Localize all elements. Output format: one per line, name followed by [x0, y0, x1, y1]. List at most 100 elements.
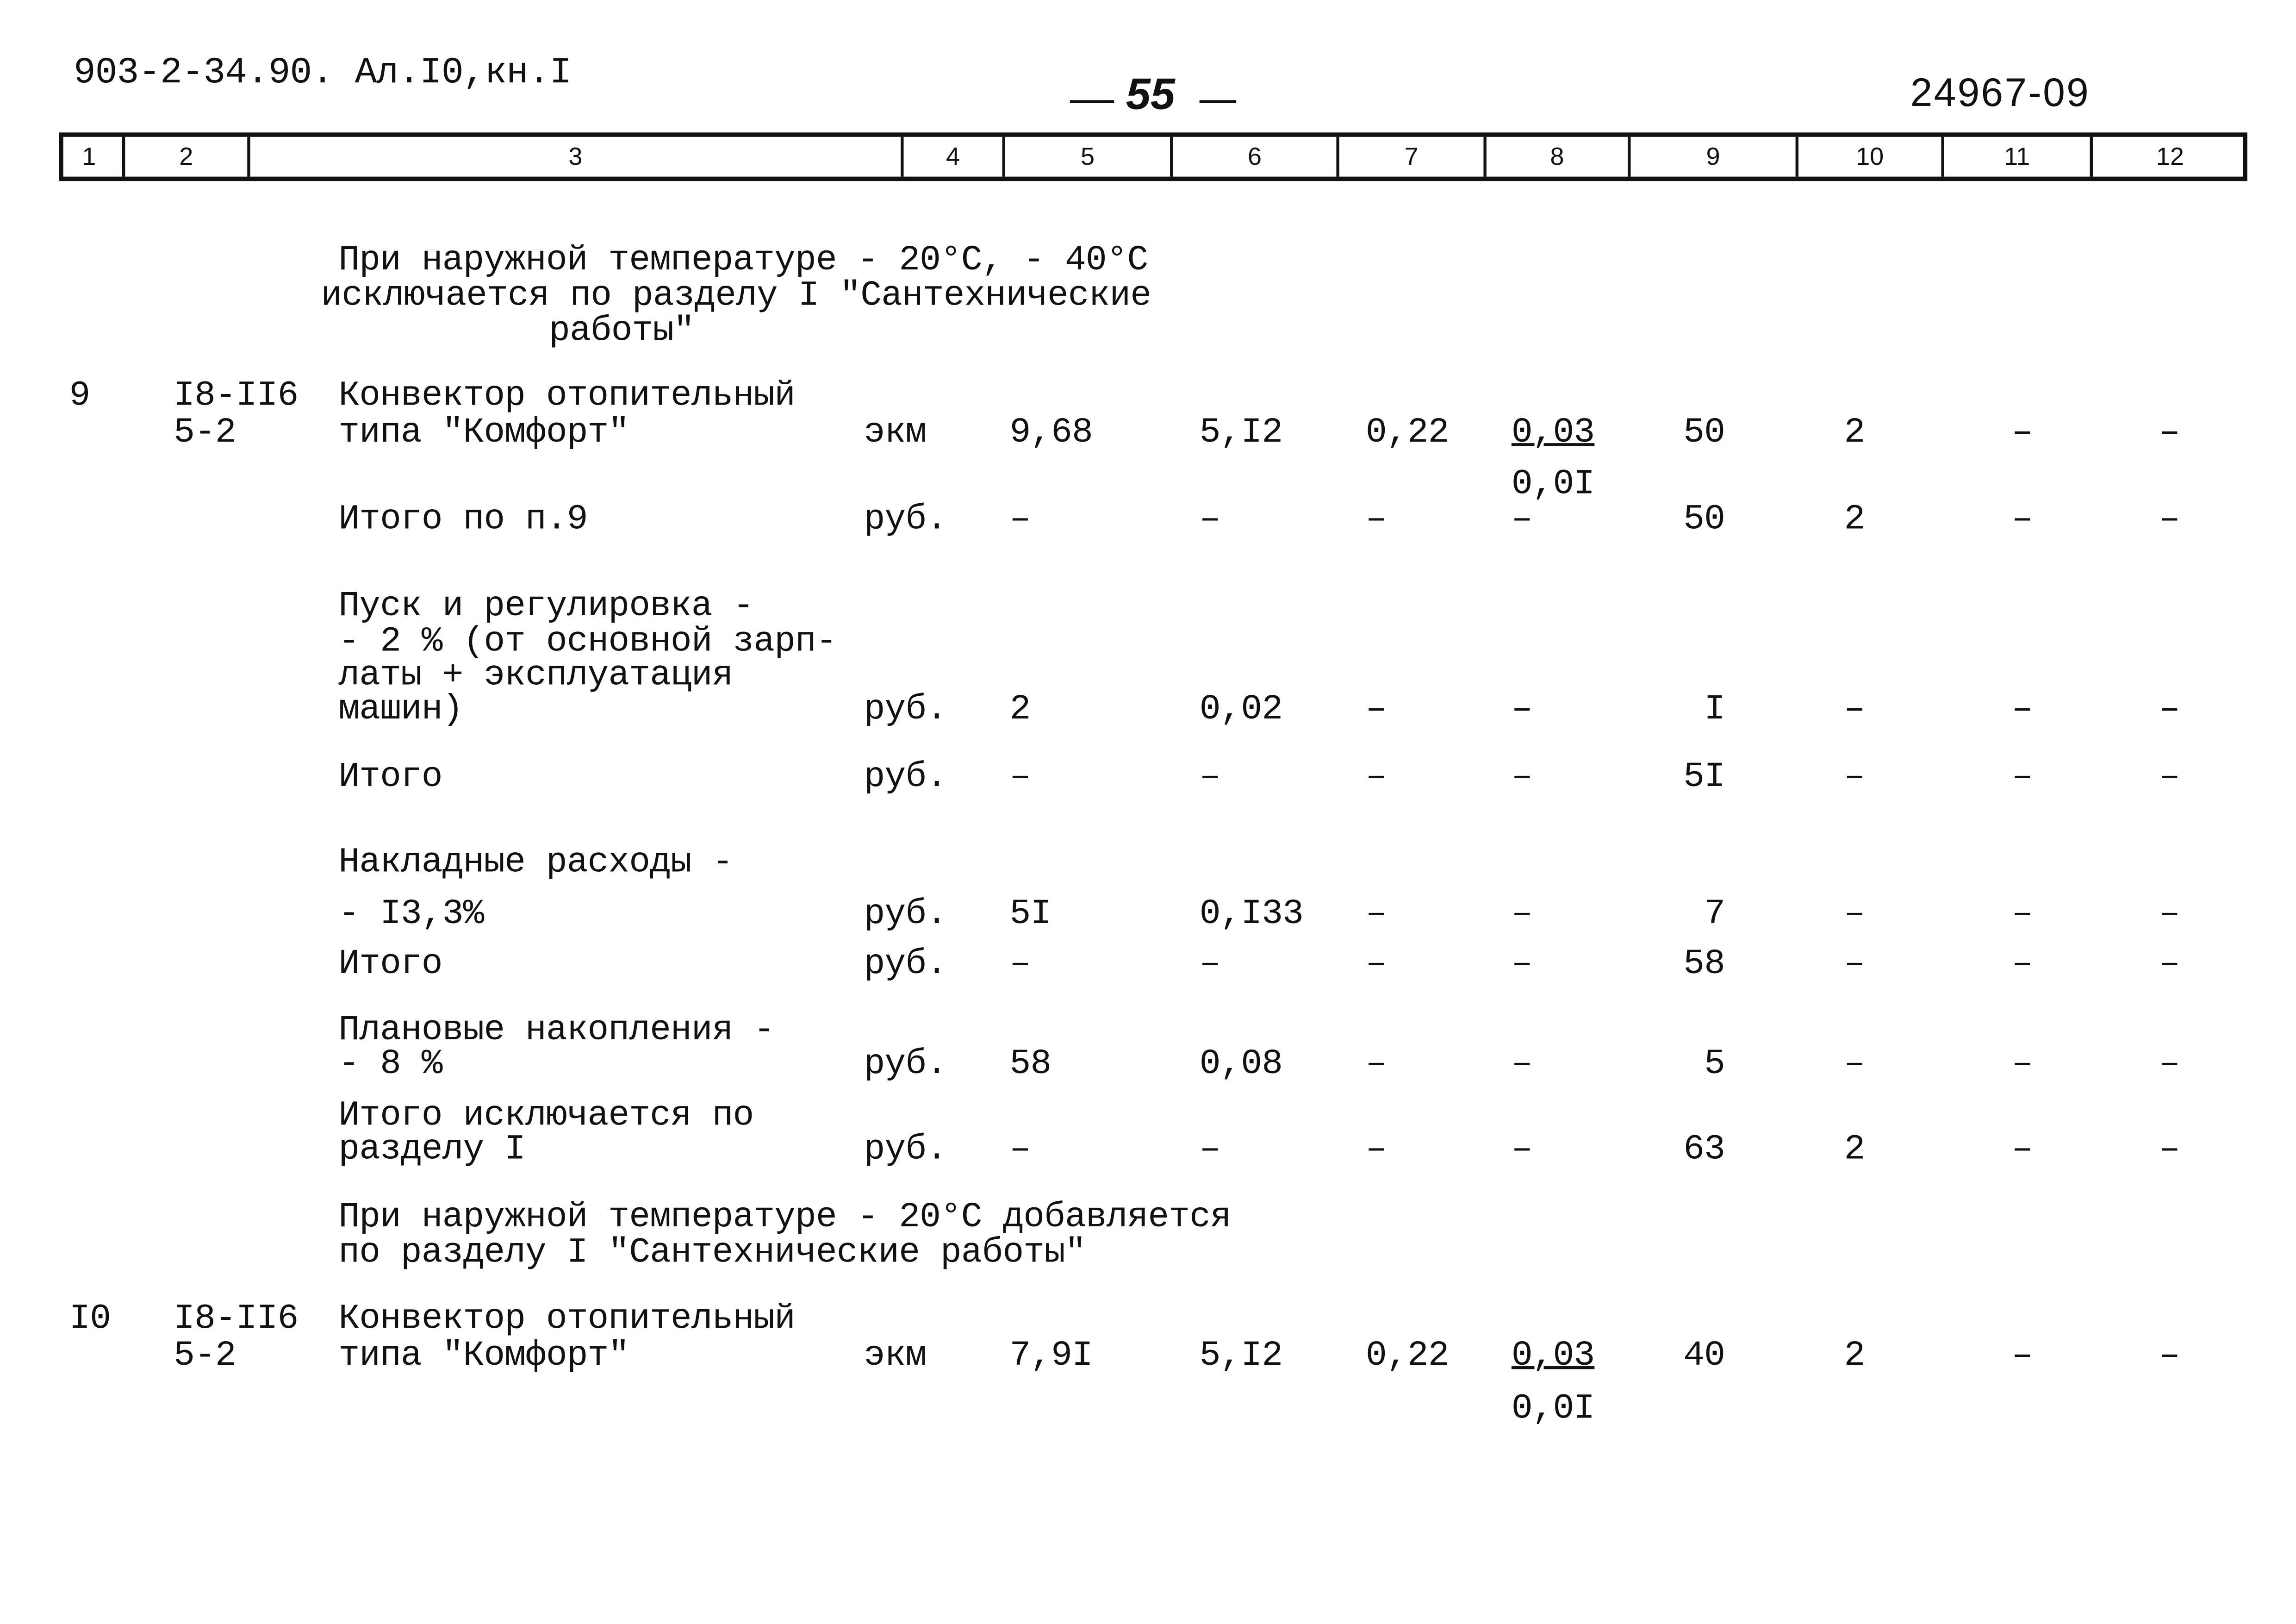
- rate-code: 5-2: [174, 1337, 236, 1377]
- item-name: типа "Комфорт": [338, 1337, 629, 1377]
- note-line: При наружной температуре - 20°C добавляе…: [338, 1198, 1231, 1238]
- column-header-11: 11: [1941, 137, 2090, 177]
- cell-unit: руб.: [864, 500, 947, 541]
- cell-c6: 5,I2: [1199, 1337, 1283, 1377]
- cell-c12: –: [2159, 1131, 2180, 1171]
- cell-c5: 5I: [1009, 895, 1052, 935]
- item-name: Итого по п.9: [338, 500, 588, 541]
- item-name: - I3,3%: [338, 895, 484, 935]
- column-header-1: 1: [82, 143, 96, 171]
- cell-c6: 0,08: [1199, 1045, 1283, 1085]
- cell-c10: –: [1844, 1045, 1866, 1085]
- cell-unit: руб.: [864, 1045, 947, 1085]
- cell-c8: –: [1511, 690, 1533, 731]
- cell-c11: –: [2012, 945, 2033, 985]
- cell-c6: 5,I2: [1199, 413, 1283, 454]
- cell-c5: –: [1009, 500, 1031, 541]
- rate-code: I8-II6: [174, 377, 299, 417]
- cell-c8: –: [1511, 895, 1533, 935]
- item-name: Пуск и регулировка -: [338, 587, 754, 627]
- cell-c12: –: [2159, 758, 2180, 798]
- cell-c10: –: [1844, 895, 1866, 935]
- cell-c8: 0,03: [1511, 1337, 1595, 1377]
- item-name: латы + эксплуатация: [338, 656, 733, 697]
- cell-c12: –: [2159, 500, 2180, 541]
- cell-c12: –: [2159, 945, 2180, 985]
- cell-c10: 2: [1844, 1337, 1866, 1377]
- rate-code: 5-2: [174, 413, 236, 454]
- cell-unit: руб.: [864, 895, 947, 935]
- cell-c8-sub: 0,0I: [1511, 1389, 1595, 1430]
- cell-c9: 50: [1683, 413, 1725, 454]
- item-name: Плановые накопления -: [338, 1011, 775, 1051]
- cell-c6: –: [1199, 1131, 1221, 1171]
- cell-c7: –: [1366, 758, 1387, 798]
- item-name: типа "Комфорт": [338, 413, 629, 454]
- column-header-3: 3: [247, 137, 901, 177]
- cell-unit: руб.: [864, 758, 947, 798]
- cell-c6: –: [1199, 500, 1221, 541]
- cell-c11: –: [2012, 1131, 2033, 1171]
- item-name: Итого: [338, 758, 442, 798]
- cell-c7: –: [1366, 500, 1387, 541]
- cell-c9: 40: [1683, 1337, 1725, 1377]
- cell-c8: –: [1511, 1045, 1533, 1085]
- note-line: по разделу I "Сантехнические работы": [338, 1233, 1086, 1274]
- cell-c11: –: [2012, 1337, 2033, 1377]
- cell-c7: –: [1366, 690, 1387, 731]
- cell-c11: –: [2012, 1045, 2033, 1085]
- cell-c8: –: [1511, 945, 1533, 985]
- item-name: Накладные расходы -: [338, 843, 733, 883]
- cell-c9: 58: [1683, 945, 1725, 985]
- cell-unit: руб.: [864, 690, 947, 731]
- cell-c8: –: [1511, 500, 1533, 541]
- rate-code: I8-II6: [174, 1299, 299, 1340]
- cell-c11: –: [2012, 413, 2033, 454]
- cell-c7: –: [1366, 945, 1387, 985]
- cell-c9: I: [1704, 690, 1725, 731]
- page-number-dash-right: [1199, 100, 1237, 103]
- cell-c11: –: [2012, 500, 2033, 541]
- page-number-dash-left: [1070, 100, 1114, 103]
- note-line: исключается по разделу I "Сантехнические: [321, 276, 1151, 317]
- cell-c9: 7: [1704, 895, 1725, 935]
- item-name: - 8 %: [338, 1045, 442, 1085]
- cell-c8-sub: 0,0I: [1511, 465, 1595, 505]
- row-number: 9: [69, 377, 90, 417]
- cell-c12: –: [2159, 690, 2180, 731]
- cell-unit: экм: [864, 413, 927, 454]
- item-name: Итого исключается по: [338, 1097, 754, 1137]
- column-header-row: 1 2 3 4 5 6 7 8 9 10 11 12: [59, 132, 2247, 181]
- cell-c5: 9,68: [1009, 413, 1093, 454]
- cell-c9: 50: [1683, 500, 1725, 541]
- document-code: 903-2-34.90. Ал.I0,кн.I: [74, 51, 572, 94]
- cell-c7: –: [1366, 895, 1387, 935]
- cell-c12: –: [2159, 413, 2180, 454]
- row-number: I0: [69, 1299, 111, 1340]
- cell-c7: 0,22: [1366, 413, 1449, 454]
- item-name: разделу I: [338, 1131, 526, 1171]
- cell-c11: –: [2012, 758, 2033, 798]
- item-name: - 2 % (от основной зарп-: [338, 623, 837, 662]
- cell-c10: 2: [1844, 1131, 1866, 1171]
- cell-c10: –: [1844, 690, 1866, 731]
- cell-c11: –: [2012, 690, 2033, 731]
- cell-c10: 2: [1844, 500, 1866, 541]
- cell-c8: 0,03: [1511, 413, 1595, 454]
- column-header-12: 12: [2090, 137, 2247, 177]
- column-header-10: 10: [1795, 137, 1941, 177]
- cell-unit: руб.: [864, 1131, 947, 1171]
- cell-c12: –: [2159, 1337, 2180, 1377]
- cell-c6: –: [1199, 945, 1221, 985]
- cell-c5: 58: [1009, 1045, 1052, 1085]
- cell-c8: –: [1511, 1131, 1533, 1171]
- column-header-4: 4: [901, 137, 1002, 177]
- cell-c12: –: [2159, 1045, 2180, 1085]
- column-header-6: 6: [1170, 137, 1336, 177]
- cell-c7: –: [1366, 1045, 1387, 1085]
- item-name: Конвектор отопительный: [338, 1299, 796, 1340]
- column-header-5: 5: [1002, 137, 1170, 177]
- cell-c5: 7,9I: [1009, 1337, 1093, 1377]
- cell-c10: 2: [1844, 413, 1866, 454]
